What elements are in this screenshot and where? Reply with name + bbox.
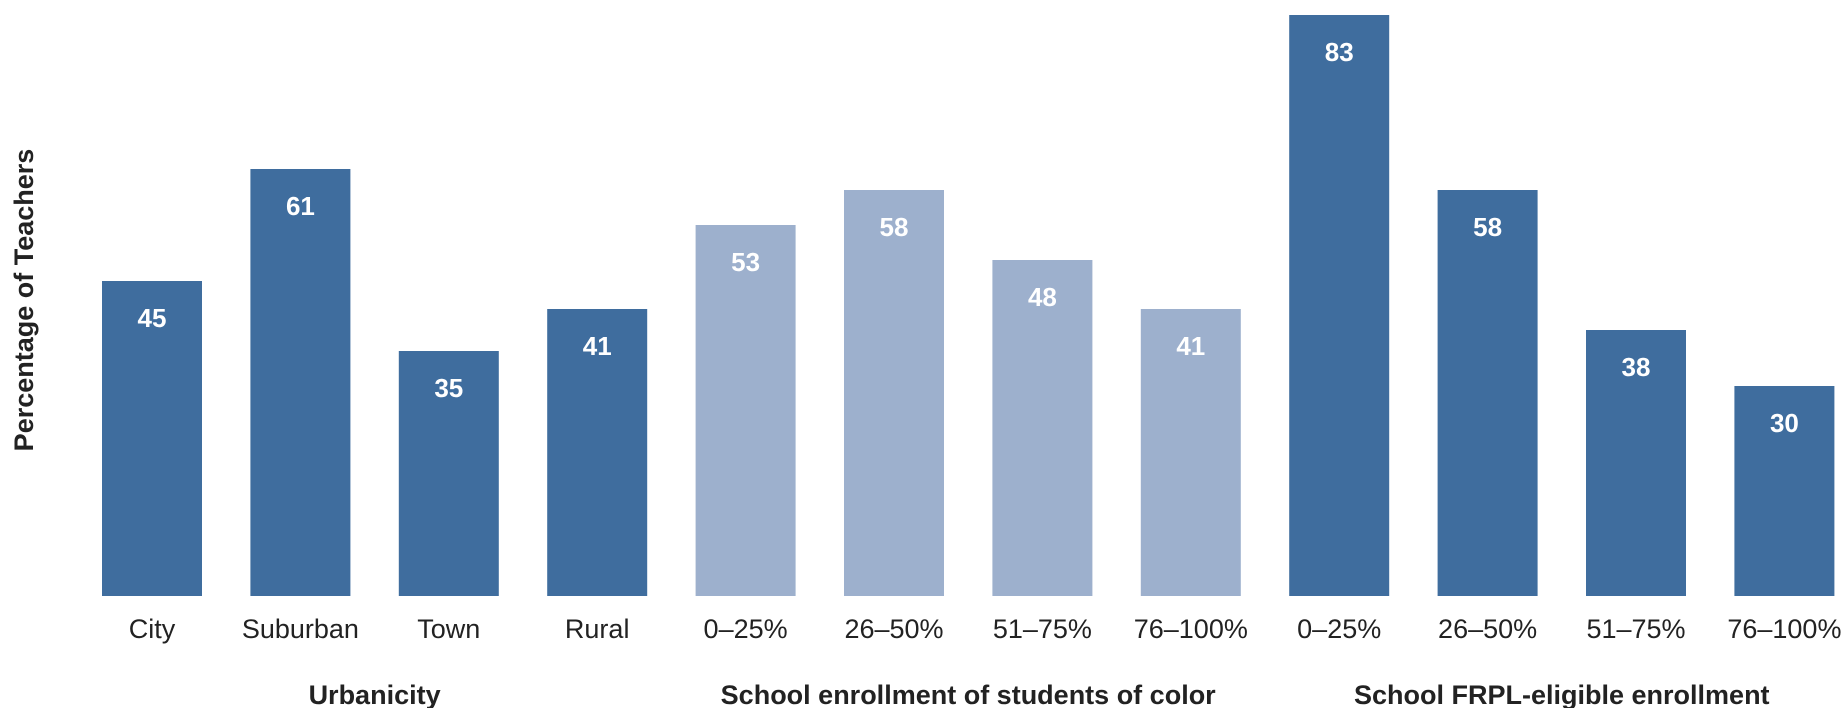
category-tick-label: 76–100% (1134, 614, 1248, 644)
group-label: School FRPL-eligible enrollment (1354, 680, 1770, 708)
bars-layer (102, 15, 1835, 596)
category-tick-label: 51–75% (993, 614, 1092, 644)
bar-value-label: 38 (1622, 352, 1651, 382)
bar-value-label: 61 (286, 191, 315, 221)
group-label: School enrollment of students of color (721, 680, 1217, 708)
bar-3-3 (1586, 330, 1686, 596)
bar-1-4 (547, 309, 648, 596)
category-tick-label: 0–25% (704, 614, 788, 644)
bar-value-label: 30 (1770, 408, 1799, 438)
bar-1-1 (102, 281, 202, 596)
y-axis-label: Percentage of Teachers (9, 149, 39, 452)
category-tick-label: Town (417, 614, 480, 644)
bar-1-3 (398, 351, 499, 596)
category-tick-label: 0–25% (1297, 614, 1381, 644)
bar-value-label: 58 (880, 212, 909, 242)
category-tick-label: Suburban (242, 614, 359, 644)
bar-value-label: 53 (731, 247, 760, 277)
bar-1-2 (250, 169, 351, 596)
category-tick-label: 51–75% (1586, 614, 1685, 644)
labels-layer: 45 City 61 Suburban 35 Town 41 Rural Urbanicity 5… (129, 37, 1841, 708)
bar-2-1 (695, 225, 796, 596)
bar-value-label: 58 (1473, 212, 1502, 242)
category-tick-label: Rural (565, 614, 630, 644)
category-tick-label: 76–100% (1727, 614, 1841, 644)
group-label: Urbanicity (309, 680, 441, 708)
bar-2-4 (1140, 309, 1241, 596)
bar-2-3 (992, 260, 1093, 596)
category-tick-label: 26–50% (844, 614, 943, 644)
bar-3-1 (1289, 15, 1390, 596)
bar-value-label: 41 (583, 331, 612, 361)
bar-2-2 (844, 190, 944, 596)
bar-3-4 (1734, 386, 1835, 596)
bar-value-label: 48 (1028, 282, 1057, 312)
bar-value-label: 83 (1325, 37, 1354, 67)
category-tick-label: City (129, 614, 176, 644)
category-tick-label: 26–50% (1438, 614, 1537, 644)
bar-value-label: 45 (138, 303, 167, 333)
bar-value-label: 41 (1176, 331, 1205, 361)
bar-3-2 (1437, 190, 1538, 596)
bar-value-label: 35 (434, 373, 463, 403)
